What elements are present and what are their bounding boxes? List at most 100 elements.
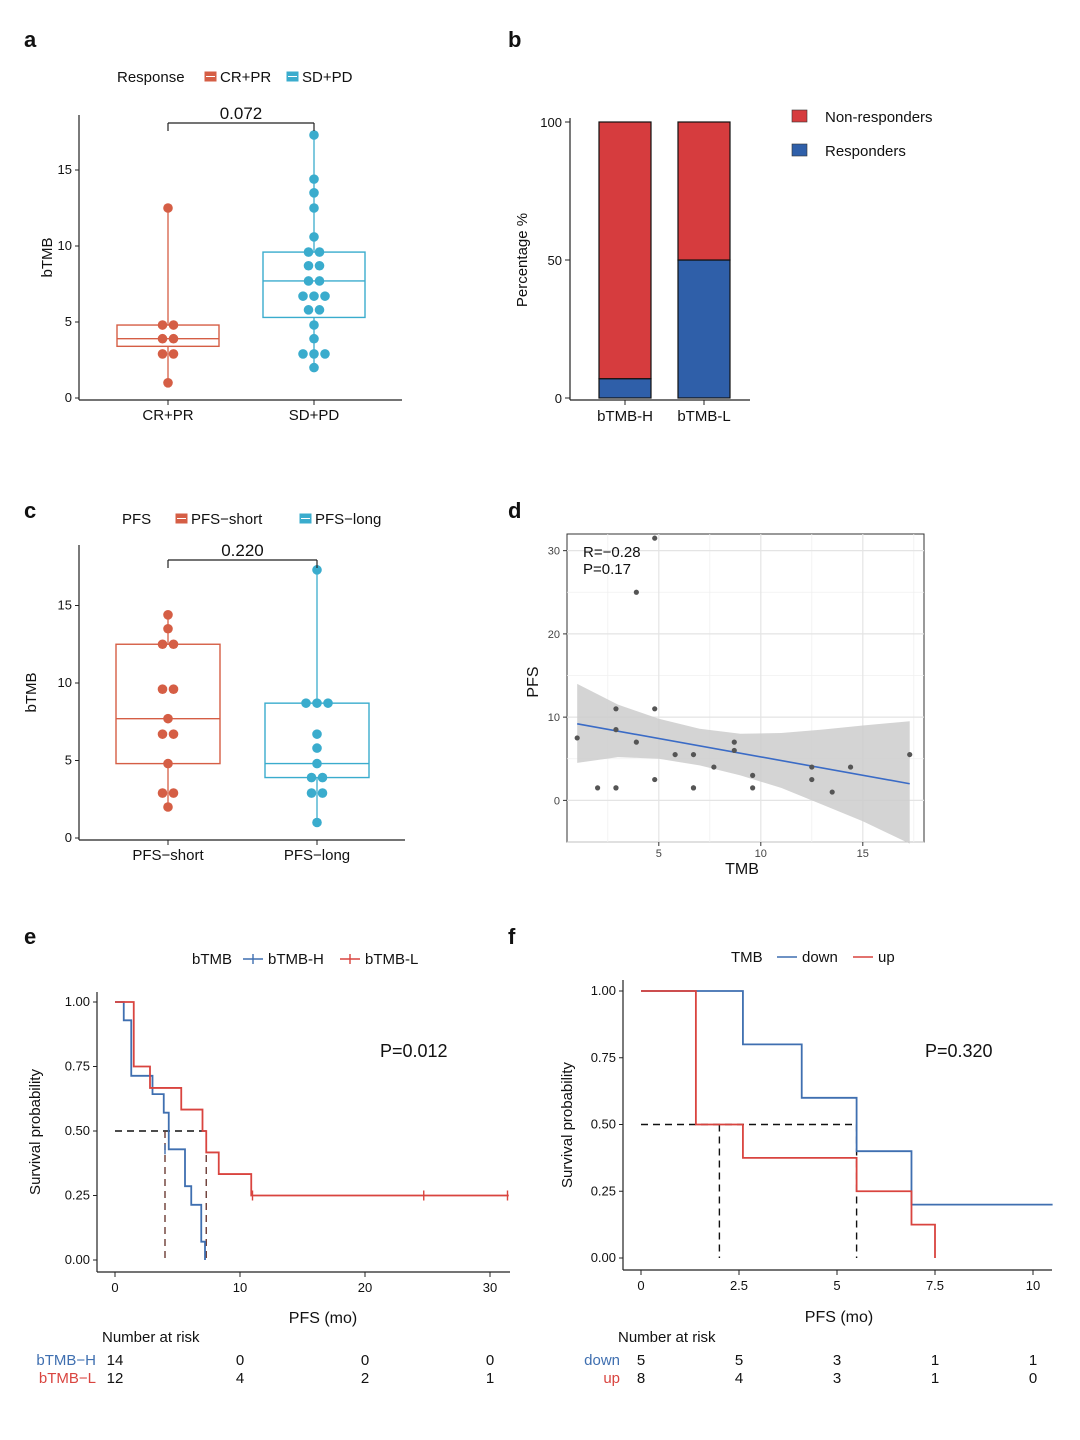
x-tick-label: 15 [857, 848, 869, 860]
data-point [314, 260, 325, 271]
x-tick-label: 20 [358, 1280, 372, 1295]
data-point [309, 349, 319, 359]
y-tick-label: 1.00 [591, 983, 616, 998]
data-point [312, 729, 322, 739]
data-point [163, 623, 173, 634]
bar-bTMB-H-Non-responders [598, 121, 652, 380]
risk-count: 12 [107, 1370, 124, 1387]
x-tick-label: 2.5 [730, 1278, 748, 1293]
bar-bTMB-H-Responders [598, 378, 652, 399]
data-point [163, 713, 173, 724]
risk-count: 5 [735, 1352, 743, 1369]
data-point [309, 203, 319, 213]
data-point [809, 776, 815, 783]
legend-key-1 [791, 143, 808, 157]
risk-count: 4 [236, 1370, 244, 1387]
data-point [309, 320, 319, 330]
risk-count: 1 [1029, 1352, 1037, 1369]
p-value-label: P=0.320 [925, 1041, 993, 1061]
data-point [314, 247, 325, 257]
x-tick-label: bTMB-L [677, 408, 730, 425]
data-point [168, 333, 179, 344]
panel-label-c: c [24, 498, 36, 523]
legend-label-1: up [878, 949, 895, 966]
box-PFS−short [115, 643, 221, 765]
risk-count: 1 [931, 1352, 939, 1369]
data-point [652, 535, 658, 541]
box-CR+PR [116, 324, 220, 348]
data-point [301, 698, 311, 708]
legend-label-1: SD+PD [302, 69, 353, 86]
risk-row-label-0: bTMB−H [36, 1352, 96, 1369]
data-point [309, 188, 319, 198]
data-point [320, 349, 330, 359]
data-point [157, 320, 168, 330]
x-axis-label: PFS (mo) [805, 1309, 873, 1326]
data-point [312, 698, 322, 708]
data-point [157, 729, 168, 739]
risk-table-title: Number at risk [102, 1329, 200, 1346]
data-point [157, 684, 168, 694]
data-point [809, 764, 815, 770]
risk-count: 0 [486, 1352, 494, 1369]
risk-count: 4 [735, 1370, 743, 1387]
legend-key-0 [791, 109, 808, 123]
risk-row-label-0: down [584, 1352, 620, 1369]
data-point [303, 260, 314, 271]
p-value-label: P=0.012 [380, 1041, 448, 1061]
data-point [168, 729, 179, 739]
y-tick-label: 0 [65, 390, 72, 405]
y-tick-label: 0 [555, 391, 562, 406]
data-point [829, 789, 835, 795]
data-point [314, 276, 325, 286]
x-tick-label: CR+PR [142, 407, 193, 424]
regression-line [577, 723, 910, 785]
data-point [168, 788, 179, 798]
y-tick-label: 0.00 [65, 1252, 90, 1267]
km-curve-bTMB-H [115, 1001, 206, 1260]
data-point [595, 785, 601, 791]
y-tick-label: 0.50 [591, 1117, 616, 1132]
y-tick-label: 0.25 [65, 1188, 90, 1203]
legend-label-0: CR+PR [220, 69, 271, 86]
x-tick-label: 30 [483, 1280, 497, 1295]
data-point [323, 698, 333, 708]
x-axis-label: PFS (mo) [289, 1310, 357, 1327]
data-point [163, 758, 173, 769]
bar-bTMB-L-Non-responders [677, 121, 731, 261]
legend-label-0: bTMB-H [268, 951, 324, 968]
x-tick-label: 0 [111, 1280, 118, 1295]
y-axis-label: bTMB [23, 672, 40, 712]
y-axis-label: bTMB [39, 237, 56, 277]
bar-bTMB-L-Responders [677, 259, 731, 399]
correlation-p: P=0.17 [583, 561, 631, 578]
legend-label-0: Non-responders [825, 109, 933, 126]
data-point [652, 706, 658, 712]
x-tick-label: 7.5 [926, 1278, 944, 1293]
y-axis-label: Survival probability [559, 1062, 576, 1188]
legend-label-1: PFS−long [315, 511, 381, 528]
x-axis-label: TMB [725, 861, 759, 878]
data-point [306, 772, 317, 783]
data-point [690, 785, 697, 791]
data-point [168, 349, 179, 359]
x-tick-label: bTMB-H [597, 408, 653, 425]
data-point [312, 817, 322, 828]
data-point [731, 739, 737, 745]
data-point [312, 565, 322, 575]
confidence-band [577, 683, 910, 844]
y-tick-label: 0.50 [65, 1123, 90, 1138]
risk-count: 14 [107, 1352, 124, 1369]
y-tick-label: 15 [58, 162, 72, 177]
panel-label-f: f [508, 924, 516, 949]
data-point [309, 291, 319, 301]
x-tick-label: PFS−long [284, 847, 350, 864]
data-point [309, 362, 319, 373]
y-tick-label: 0.75 [591, 1050, 616, 1065]
data-point [163, 610, 173, 620]
legend-title: PFS [122, 511, 151, 528]
data-point [847, 764, 854, 770]
data-point [157, 333, 168, 344]
data-point [306, 788, 317, 798]
